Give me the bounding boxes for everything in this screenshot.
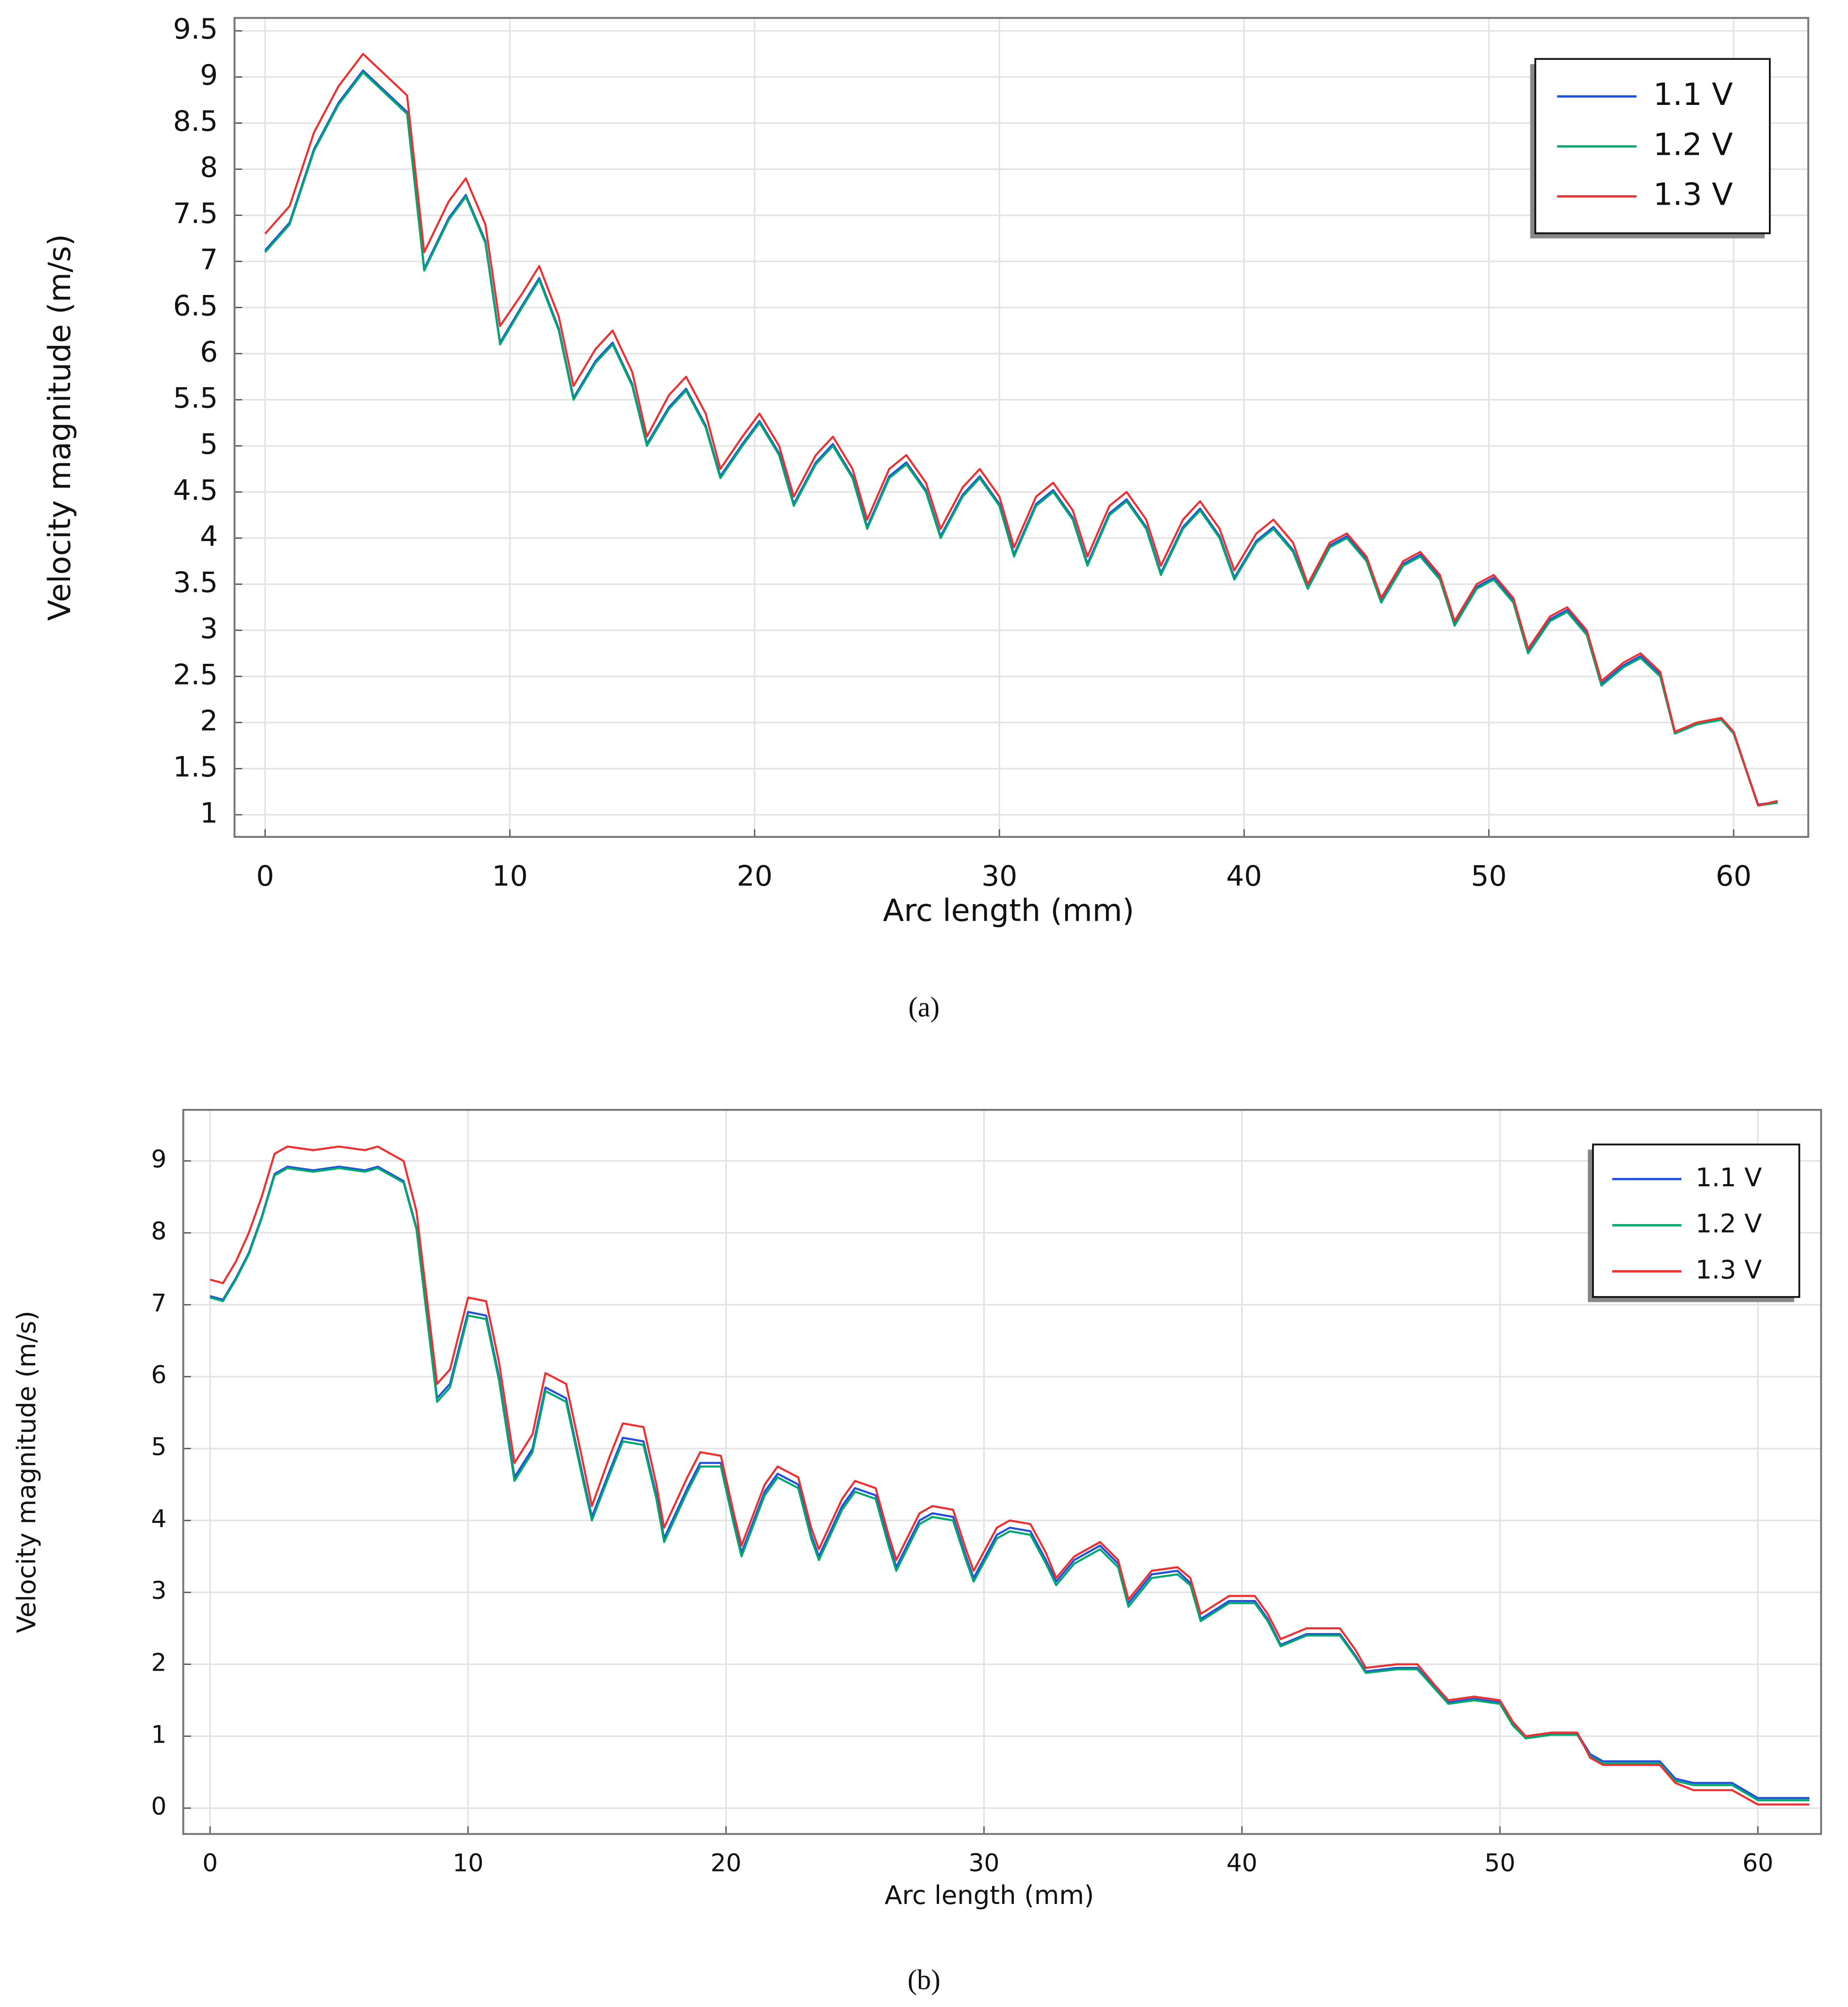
y-tick-label: 4.5 bbox=[173, 474, 218, 507]
x-axis-label: Arc length (mm) bbox=[884, 1880, 1094, 1910]
legend-label: 1.3 V bbox=[1653, 177, 1733, 213]
legend-label: 1.2 V bbox=[1653, 127, 1733, 162]
y-tick-label: 7 bbox=[200, 243, 218, 276]
x-tick-label: 20 bbox=[710, 1849, 741, 1878]
legend-label: 1.1 V bbox=[1653, 77, 1733, 112]
y-tick-label: 1.5 bbox=[173, 750, 218, 783]
x-tick-label: 10 bbox=[453, 1849, 484, 1878]
y-tick-label: 3 bbox=[200, 612, 218, 645]
x-tick-label: 30 bbox=[969, 1849, 1000, 1878]
x-tick-label: 50 bbox=[1484, 1849, 1515, 1878]
y-tick-label: 9.5 bbox=[173, 13, 218, 46]
y-tick-label: 3.5 bbox=[173, 566, 218, 599]
y-axis-label: Velocity magnitude (m/s) bbox=[42, 234, 78, 621]
x-tick-label: 20 bbox=[737, 860, 773, 893]
y-tick-label: 1 bbox=[151, 1720, 167, 1749]
y-tick-label: 7 bbox=[151, 1289, 167, 1317]
x-axis-label: Arc length (mm) bbox=[883, 893, 1134, 929]
series-line bbox=[264, 71, 1778, 807]
x-tick-label: 30 bbox=[981, 860, 1017, 893]
y-tick-label: 7.5 bbox=[173, 197, 218, 230]
caption: (a) bbox=[908, 991, 940, 1022]
y-tick-label: 2.5 bbox=[173, 658, 218, 691]
legend-label: 1.1 V bbox=[1696, 1162, 1762, 1192]
x-tick-label: 0 bbox=[256, 860, 274, 893]
x-tick-label: 60 bbox=[1716, 860, 1752, 893]
chart: 0 1 2 3 4 5 6 7 8 9 0 10 20 30 40 50 60 Arc length (mm) Ve… bbox=[11, 1109, 1822, 1995]
y-tick-label: 0 bbox=[151, 1792, 167, 1821]
y-tick-label: 5.5 bbox=[173, 382, 218, 414]
y-tick-label: 2 bbox=[151, 1649, 167, 1677]
y-tick-label: 5 bbox=[200, 428, 218, 461]
y-tick-label: 8.5 bbox=[173, 105, 218, 138]
series-line bbox=[209, 1167, 1810, 1801]
y-tick-label: 4 bbox=[151, 1505, 167, 1533]
y-tick-label: 9 bbox=[200, 59, 218, 92]
x-tick-label: 40 bbox=[1227, 1849, 1258, 1878]
y-tick-label: 5 bbox=[151, 1433, 167, 1461]
plot-frame bbox=[233, 17, 1809, 838]
y-tick-label: 9 bbox=[151, 1146, 167, 1174]
y-axis-label: Velocity magnitude (m/s) bbox=[11, 1311, 41, 1633]
legend-label: 1.3 V bbox=[1696, 1254, 1762, 1284]
y-tick-label: 8 bbox=[200, 151, 218, 184]
legend-label: 1.2 V bbox=[1696, 1208, 1762, 1238]
y-tick-label: 6.5 bbox=[173, 289, 218, 322]
y-tick-label: 8 bbox=[151, 1217, 167, 1245]
x-tick-label: 60 bbox=[1743, 1849, 1774, 1878]
y-tick-label: 4 bbox=[200, 520, 218, 553]
chart: 1 1.5 2 2.5 3 3.5 4 4.5 5 5.5 6 6.5 7 7.5 8 8.5 9 9.5 0 10 2… bbox=[42, 13, 1809, 1022]
x-tick-label: 0 bbox=[202, 1849, 218, 1878]
y-tick-label: 1 bbox=[200, 796, 218, 829]
y-tick-label: 2 bbox=[200, 704, 218, 737]
x-tick-label: 50 bbox=[1471, 860, 1507, 893]
y-tick-label: 6 bbox=[151, 1361, 167, 1389]
y-tick-label: 6 bbox=[200, 335, 218, 368]
series-line bbox=[209, 1145, 1810, 1806]
caption: (b) bbox=[908, 1964, 940, 1995]
y-tick-label: 3 bbox=[151, 1577, 167, 1605]
x-tick-label: 10 bbox=[492, 860, 528, 893]
series-line bbox=[264, 53, 1778, 807]
plot-area bbox=[183, 1110, 1821, 1834]
plot-frame bbox=[182, 1109, 1822, 1835]
x-tick-label: 40 bbox=[1226, 860, 1262, 893]
